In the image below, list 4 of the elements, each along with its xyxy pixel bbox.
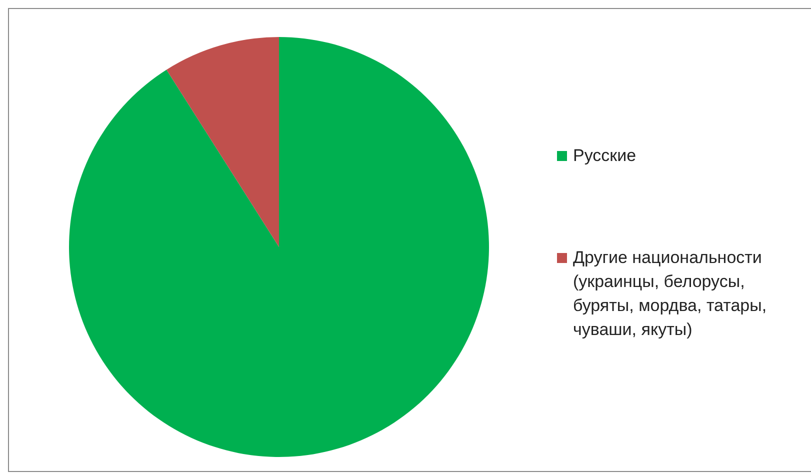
pie-slice: [166, 37, 279, 247]
legend-label: Другие национальности (украинцы, белорусы, буряты, мордва, татары, чуваши, якуты): [573, 247, 768, 341]
pie-slice: [69, 37, 489, 457]
legend-label: Русские: [573, 145, 638, 167]
